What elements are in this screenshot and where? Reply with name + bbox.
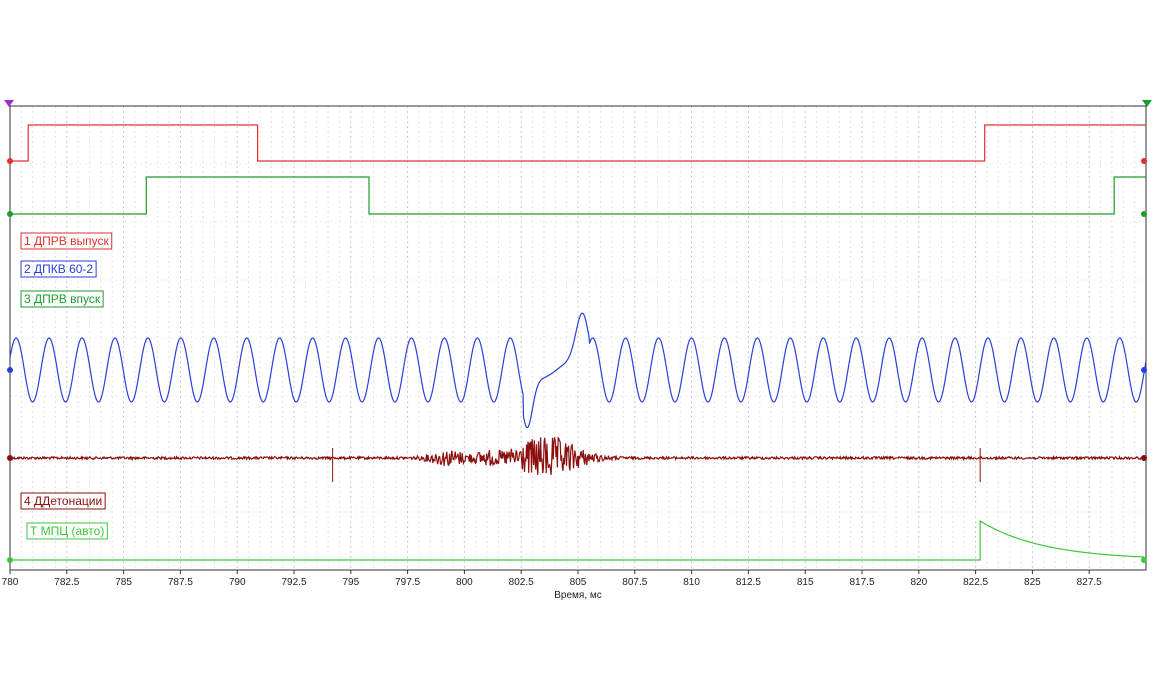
x-tick-label: 792.5 [281, 577, 306, 588]
channel-zero-marker-right[interactable] [1141, 455, 1147, 461]
series-name: 4 ДДетонации [24, 494, 102, 508]
series-line-4 [9, 436, 1146, 475]
channel-label-3: 3 ДПРВ впуск [20, 290, 104, 308]
x-tick-label: 825 [1024, 577, 1041, 588]
channel-zero-marker-right[interactable] [1141, 557, 1147, 563]
channel-zero-marker-right[interactable] [1141, 211, 1147, 217]
channel-zero-marker-right[interactable] [1141, 158, 1147, 164]
series-name-box [20, 260, 97, 278]
cursor-left-handle[interactable] [4, 100, 14, 107]
channel-label-4: 4 ДДетонации [20, 492, 106, 510]
series-line-3 [10, 176, 1146, 215]
x-tick-label: 827.5 [1077, 577, 1102, 588]
series-name-box [20, 232, 113, 250]
channel-zero-marker-right[interactable] [1141, 367, 1147, 373]
series-line-5 [10, 519, 1145, 561]
x-tick-label: 790 [229, 577, 246, 588]
x-tick-label: 812.5 [736, 577, 761, 588]
x-tick-label: 787.5 [168, 577, 193, 588]
time-axis: 780 782.5 785 787.5 790 792.5 795 797.5 800 802.5… [2, 570, 1102, 601]
series-name-box [20, 290, 104, 308]
channel-zero-marker[interactable] [7, 455, 13, 461]
x-tick-label: 815 [797, 577, 814, 588]
series-line-1 [10, 124, 1146, 162]
series-name: 1 ДПРВ выпуск [24, 234, 109, 248]
channel-label-2: 2 ДПКВ 60-2 [20, 260, 97, 278]
cursor-right-handle[interactable] [1142, 100, 1152, 107]
series-line-2 [9, 312, 1147, 429]
channel-labels: 1 ДПРВ выпуск 2 ДПКВ 60-2 3 ДПРВ впуск 4 ДД… [20, 232, 113, 540]
channel-zero-marker[interactable] [7, 158, 13, 164]
x-tick-label: 822.5 [963, 577, 988, 588]
channel-label-5: Т МПЦ (авто) [26, 522, 108, 540]
x-tick-label: 810 [683, 577, 700, 588]
x-axis-label: Время, мс [554, 590, 602, 601]
series-name: Т МПЦ (авто) [30, 524, 104, 538]
channel-zero-marker[interactable] [7, 367, 13, 373]
x-tick-label: 802.5 [509, 577, 534, 588]
x-tick-label: 807.5 [622, 577, 647, 588]
x-tick-label: 785 [115, 577, 132, 588]
channel-zero-marker[interactable] [7, 211, 13, 217]
x-tick-label: 780 [2, 577, 19, 588]
channel-zero-marker[interactable] [7, 557, 13, 563]
x-tick-label: 797.5 [395, 577, 420, 588]
x-tick-label: 817.5 [849, 577, 874, 588]
series-name-box [20, 492, 106, 510]
x-tick-label: 795 [342, 577, 359, 588]
series-name: 3 ДПРВ впуск [24, 292, 101, 306]
series-name-box [26, 522, 108, 540]
channel-label-1: 1 ДПРВ выпуск [20, 232, 113, 250]
x-tick-label: 782.5 [54, 577, 79, 588]
x-tick-label: 820 [910, 577, 927, 588]
series-name: 2 ДПКВ 60-2 [24, 262, 93, 276]
signal-traces [9, 124, 1147, 561]
channel-markers[interactable] [4, 100, 1152, 563]
x-tick-label: 805 [570, 577, 587, 588]
x-tick-label: 800 [456, 577, 473, 588]
